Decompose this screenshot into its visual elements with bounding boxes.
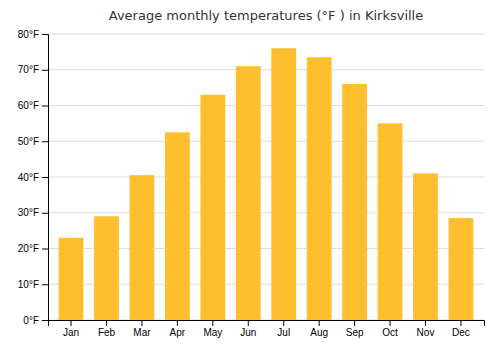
tick: 10°F <box>18 279 48 290</box>
tick: 30°F <box>18 207 48 218</box>
grid <box>48 34 484 320</box>
bar <box>165 132 190 320</box>
tick: 80°F <box>18 29 48 40</box>
tick-label: 40°F <box>18 172 39 183</box>
chart: 0°F 10°F 20°F 30°F 40°F 50°F 60°F 70°F 80°F Jan Fe… <box>0 0 500 350</box>
title: Average monthly temperatures (°F ) in Ki… <box>109 8 423 23</box>
tick-mark <box>71 320 72 326</box>
bar <box>130 175 155 320</box>
tick: Jan <box>63 320 79 338</box>
tick: Feb <box>98 320 116 338</box>
tick-label: 80°F <box>18 29 39 40</box>
tick-mark <box>141 320 142 326</box>
tick-mark <box>212 320 213 326</box>
grid-line <box>48 105 484 106</box>
tick-label: 60°F <box>18 100 39 111</box>
grid-line <box>48 34 484 35</box>
tick: Jun <box>240 320 256 338</box>
tick-mark <box>42 320 48 321</box>
tick-mark <box>390 320 391 326</box>
tick-mark <box>425 320 426 326</box>
tick: 0°F <box>23 315 48 326</box>
tick-label: Jul <box>277 327 290 338</box>
bar <box>59 238 84 320</box>
tick: 50°F <box>18 136 48 147</box>
tick-label: 10°F <box>18 279 39 290</box>
tick-label: Feb <box>98 327 116 338</box>
grid-line <box>48 141 484 142</box>
tick: 20°F <box>18 243 48 254</box>
tick-label: 20°F <box>18 243 39 254</box>
tick-mark <box>283 320 284 326</box>
bar <box>200 95 225 320</box>
bar <box>449 218 474 320</box>
axis-line <box>49 321 485 327</box>
bar <box>94 216 119 320</box>
axis-line <box>42 35 49 321</box>
tick-mark <box>354 320 355 326</box>
bar <box>342 84 367 320</box>
bar <box>307 57 332 320</box>
tick-mark <box>42 70 48 71</box>
tick-label: Sep <box>346 327 364 338</box>
tick-mark <box>319 320 320 326</box>
plot: 0°F 10°F 20°F 30°F 40°F 50°F 60°F 70°F 80°F Jan Fe… <box>18 29 485 338</box>
tick: 40°F <box>18 172 48 183</box>
tick: Apr <box>170 320 186 338</box>
tick-label: May <box>203 327 222 338</box>
tick: 60°F <box>18 100 48 111</box>
y-axis: 0°F 10°F 20°F 30°F 40°F 50°F 60°F 70°F 80°F <box>18 29 49 326</box>
tick-label: Dec <box>452 327 470 338</box>
tick-label: 70°F <box>18 64 39 75</box>
bar <box>271 48 296 320</box>
tick-label: Apr <box>170 327 186 338</box>
tick: Aug <box>310 320 328 338</box>
tick-label: Jun <box>240 327 256 338</box>
tick-label: Mar <box>133 327 151 338</box>
bar <box>413 173 438 320</box>
bar <box>236 66 261 320</box>
grid-line <box>48 69 484 70</box>
tick-mark <box>42 284 48 285</box>
tick-mark <box>106 320 107 326</box>
tick-mark <box>248 320 249 326</box>
tick-mark <box>42 34 48 35</box>
tick-label: Jan <box>63 327 79 338</box>
tick-label: 30°F <box>18 207 39 218</box>
tick-mark <box>42 106 48 107</box>
tick-label: Aug <box>310 327 328 338</box>
tick-label: Nov <box>417 327 435 338</box>
tick: Jul <box>277 320 290 338</box>
tick-mark <box>42 249 48 250</box>
tick-mark <box>42 213 48 214</box>
tick-mark <box>460 320 461 326</box>
tick: Oct <box>382 320 398 338</box>
tick-mark <box>177 320 178 326</box>
tick-label: Oct <box>382 327 398 338</box>
tick-label: 50°F <box>18 136 39 147</box>
tick-mark <box>42 141 48 142</box>
tick: Dec <box>452 320 470 338</box>
tick: Mar <box>133 320 151 338</box>
tick: Nov <box>417 320 435 338</box>
tick-label: 0°F <box>23 315 39 326</box>
x-axis: Jan Feb Mar Apr May Jun Jul Aug Sep Oct Nov Dec <box>49 320 485 338</box>
bars <box>59 48 474 320</box>
bar <box>378 123 403 320</box>
tick-mark <box>42 177 48 178</box>
tick: May <box>203 320 222 338</box>
tick: 70°F <box>18 64 48 75</box>
tick: Sep <box>346 320 364 338</box>
